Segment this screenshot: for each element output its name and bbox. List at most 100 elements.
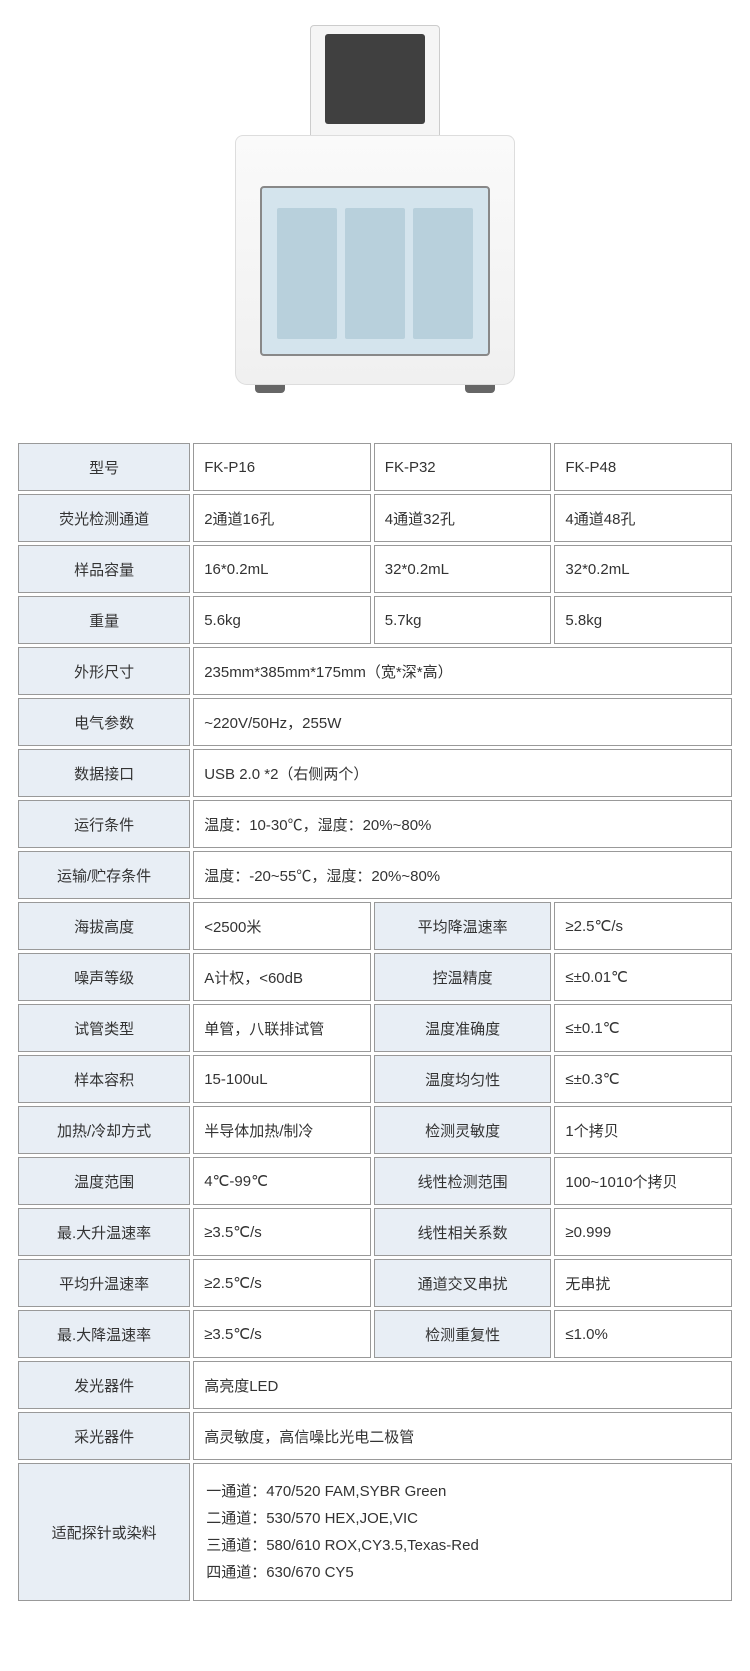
table-row: 海拔高度 <2500米 平均降温速率 ≥2.5℃/s xyxy=(18,902,732,950)
spec-label: 平均降温速率 xyxy=(374,902,552,950)
table-row: 最.大降温速率 ≥3.5℃/s 检测重复性 ≤1.0% xyxy=(18,1310,732,1358)
spec-label: 海拔高度 xyxy=(18,902,190,950)
table-row: 噪声等级 A计权，<60dB 控温精度 ≤±0.01℃ xyxy=(18,953,732,1001)
spec-value: 5.7kg xyxy=(374,596,552,644)
spec-label: 电气参数 xyxy=(18,698,190,746)
spec-label: 温度范围 xyxy=(18,1157,190,1205)
spec-value: FK-P16 xyxy=(193,443,371,491)
table-row: 样本容积 15-100uL 温度均匀性 ≤±0.3℃ xyxy=(18,1055,732,1103)
spec-label: 运输/贮存条件 xyxy=(18,851,190,899)
spec-label: 数据接口 xyxy=(18,749,190,797)
screen-panel xyxy=(345,208,405,339)
spec-value: ≤±0.3℃ xyxy=(554,1055,732,1103)
spec-label: 样品容量 xyxy=(18,545,190,593)
device-feet xyxy=(255,385,495,395)
spec-label: 外形尺寸 xyxy=(18,647,190,695)
product-image-area xyxy=(0,0,750,430)
table-row: 采光器件 高灵敏度，高信噪比光电二极管 xyxy=(18,1412,732,1460)
spec-value: 半导体加热/制冷 xyxy=(193,1106,371,1154)
table-row: 数据接口 USB 2.0 *2（右侧两个） xyxy=(18,749,732,797)
table-row: 适配探针或染料 一通道：470/520 FAM,SYBR Green 二通道：5… xyxy=(18,1463,732,1601)
spec-value: 2通道16孔 xyxy=(193,494,371,542)
spec-value: ≥3.5℃/s xyxy=(193,1208,371,1256)
spec-table: 型号 FK-P16 FK-P32 FK-P48 荧光检测通道 2通道16孔 4通… xyxy=(15,440,735,1604)
device-lid xyxy=(310,25,440,145)
device-base xyxy=(235,135,515,385)
spec-value: FK-P32 xyxy=(374,443,552,491)
spec-value: A计权，<60dB xyxy=(193,953,371,1001)
spec-value: 4℃-99℃ xyxy=(193,1157,371,1205)
spec-value: 32*0.2mL xyxy=(374,545,552,593)
spec-label: 温度均匀性 xyxy=(374,1055,552,1103)
spec-label: 通道交叉串扰 xyxy=(374,1259,552,1307)
probe-line: 一通道：470/520 FAM,SYBR Green xyxy=(206,1478,719,1505)
spec-value: 5.8kg xyxy=(554,596,732,644)
spec-value: 单管，八联排试管 xyxy=(193,1004,371,1052)
table-row: 加热/冷却方式 半导体加热/制冷 检测灵敏度 1个拷贝 xyxy=(18,1106,732,1154)
spec-label: 试管类型 xyxy=(18,1004,190,1052)
spec-value: FK-P48 xyxy=(554,443,732,491)
device-lid-screen xyxy=(325,34,425,124)
spec-value-probes: 一通道：470/520 FAM,SYBR Green 二通道：530/570 H… xyxy=(193,1463,732,1601)
spec-label: 检测灵敏度 xyxy=(374,1106,552,1154)
spec-value: 高灵敏度，高信噪比光电二极管 xyxy=(193,1412,732,1460)
table-row: 荧光检测通道 2通道16孔 4通道32孔 4通道48孔 xyxy=(18,494,732,542)
device-illustration xyxy=(235,25,515,405)
spec-label: 噪声等级 xyxy=(18,953,190,1001)
spec-label: 检测重复性 xyxy=(374,1310,552,1358)
spec-value: 100~1010个拷贝 xyxy=(554,1157,732,1205)
spec-label: 荧光检测通道 xyxy=(18,494,190,542)
table-row: 运输/贮存条件 温度：-20~55℃，湿度：20%~80% xyxy=(18,851,732,899)
spec-label: 温度准确度 xyxy=(374,1004,552,1052)
spec-value: 1个拷贝 xyxy=(554,1106,732,1154)
spec-label: 最.大升温速率 xyxy=(18,1208,190,1256)
spec-label: 运行条件 xyxy=(18,800,190,848)
device-foot xyxy=(465,385,495,393)
spec-label: 线性相关系数 xyxy=(374,1208,552,1256)
spec-value: ≥2.5℃/s xyxy=(193,1259,371,1307)
spec-label: 线性检测范围 xyxy=(374,1157,552,1205)
table-row: 平均升温速率 ≥2.5℃/s 通道交叉串扰 无串扰 xyxy=(18,1259,732,1307)
spec-label: 型号 xyxy=(18,443,190,491)
probe-line: 四通道：630/670 CY5 xyxy=(206,1559,719,1586)
table-row: 温度范围 4℃-99℃ 线性检测范围 100~1010个拷贝 xyxy=(18,1157,732,1205)
spec-label: 适配探针或染料 xyxy=(18,1463,190,1601)
spec-label: 最.大降温速率 xyxy=(18,1310,190,1358)
table-row: 发光器件 高亮度LED xyxy=(18,1361,732,1409)
spec-value: 16*0.2mL xyxy=(193,545,371,593)
spec-label: 采光器件 xyxy=(18,1412,190,1460)
screen-panel xyxy=(413,208,473,339)
device-main-screen xyxy=(260,186,490,356)
table-row: 重量 5.6kg 5.7kg 5.8kg xyxy=(18,596,732,644)
spec-value: 15-100uL xyxy=(193,1055,371,1103)
spec-label: 控温精度 xyxy=(374,953,552,1001)
table-row: 最.大升温速率 ≥3.5℃/s 线性相关系数 ≥0.999 xyxy=(18,1208,732,1256)
table-row: 外形尺寸 235mm*385mm*175mm（宽*深*高） xyxy=(18,647,732,695)
probe-line: 二通道：530/570 HEX,JOE,VIC xyxy=(206,1505,719,1532)
spec-value: 235mm*385mm*175mm（宽*深*高） xyxy=(193,647,732,695)
spec-value: 无串扰 xyxy=(554,1259,732,1307)
spec-label: 加热/冷却方式 xyxy=(18,1106,190,1154)
spec-value: 32*0.2mL xyxy=(554,545,732,593)
spec-label: 发光器件 xyxy=(18,1361,190,1409)
table-row: 型号 FK-P16 FK-P32 FK-P48 xyxy=(18,443,732,491)
spec-value: ≥3.5℃/s xyxy=(193,1310,371,1358)
spec-value: 温度：10-30℃，湿度：20%~80% xyxy=(193,800,732,848)
spec-label: 样本容积 xyxy=(18,1055,190,1103)
spec-value: ~220V/50Hz，255W xyxy=(193,698,732,746)
spec-value: 高亮度LED xyxy=(193,1361,732,1409)
spec-value: USB 2.0 *2（右侧两个） xyxy=(193,749,732,797)
spec-value: ≤±0.01℃ xyxy=(554,953,732,1001)
device-screen-content xyxy=(277,208,473,339)
table-row: 试管类型 单管，八联排试管 温度准确度 ≤±0.1℃ xyxy=(18,1004,732,1052)
device-foot xyxy=(255,385,285,393)
spec-value: 4通道48孔 xyxy=(554,494,732,542)
spec-value: ≤1.0% xyxy=(554,1310,732,1358)
spec-value: <2500米 xyxy=(193,902,371,950)
spec-label: 平均升温速率 xyxy=(18,1259,190,1307)
table-row: 样品容量 16*0.2mL 32*0.2mL 32*0.2mL xyxy=(18,545,732,593)
screen-panel xyxy=(277,208,337,339)
spec-value: ≤±0.1℃ xyxy=(554,1004,732,1052)
spec-value: 5.6kg xyxy=(193,596,371,644)
spec-value: 温度：-20~55℃，湿度：20%~80% xyxy=(193,851,732,899)
